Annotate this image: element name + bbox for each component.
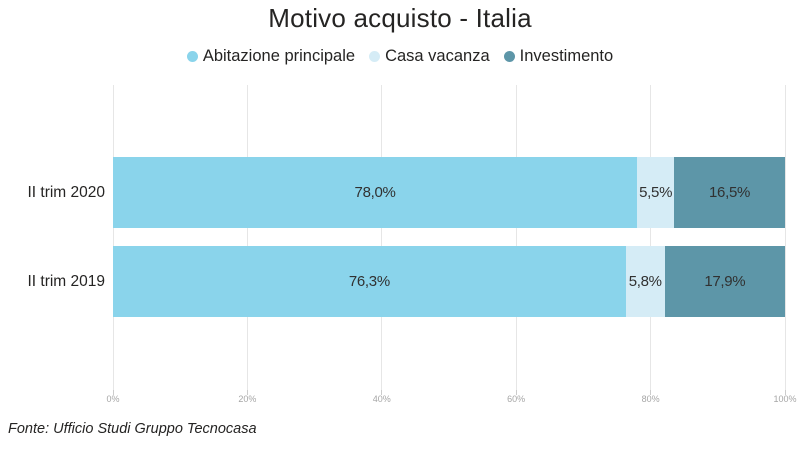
chart-legend: Abitazione principale Casa vacanza Investi… [0, 47, 800, 66]
data-label: 5,8% [628, 273, 662, 290]
bar-ii-trim-2020: 78,0% 5,5% 16,5% [113, 157, 785, 228]
data-label: 76,3% [348, 273, 390, 290]
legend-item-3[interactable]: Investimento [503, 47, 614, 66]
legend-label: Casa vacanza [385, 47, 490, 65]
source-note: Fonte: Ufficio Studi Gruppo Tecnocasa [8, 421, 257, 437]
data-label: 16,5% [709, 184, 751, 201]
bar-segment-casa-vacanza[interactable]: 5,8% [625, 246, 665, 317]
gridline-80% [650, 85, 652, 390]
plot-area: 78,0% 5,5% 16,5% 76,3% 5,8% 17,9% [112, 85, 786, 395]
legend-dot-investimento-icon [503, 51, 515, 62]
data-label: 17,9% [704, 273, 746, 290]
legend-item-1[interactable]: Abitazione principale [186, 47, 356, 66]
bar-segment-casa-vacanza[interactable]: 5,5% [637, 157, 675, 228]
x-tick-label-0%: 0% [106, 394, 120, 404]
tickmark-60% [515, 390, 517, 395]
bar-ii-trim-2019: 76,3% 5,8% 17,9% [113, 246, 785, 317]
legend-dot-abitazione-principale-icon [186, 51, 198, 62]
data-label: 5,5% [639, 184, 673, 201]
x-tick-label-60%: 60% [507, 394, 526, 404]
x-tick-label-100%: 100% [773, 394, 797, 404]
gridline-0% [112, 85, 114, 390]
x-tick-label-80%: 80% [641, 394, 660, 404]
y-axis-label-ii-trim-2019: II trim 2019 [27, 272, 105, 290]
gridline-100% [784, 85, 786, 390]
legend-label: Investimento [519, 47, 614, 65]
bar-segment-investimento[interactable]: 17,9% [664, 246, 785, 317]
data-label: 78,0% [354, 184, 396, 201]
x-tick-label-20%: 20% [238, 394, 257, 404]
chart-title: Motivo acquisto - Italia [268, 3, 532, 33]
legend-label: Abitazione principale [202, 47, 356, 65]
y-axis-label-ii-trim-2020: II trim 2020 [27, 183, 105, 201]
tickmark-100% [784, 390, 786, 395]
bar-segment-abitazione-principale[interactable]: 78,0% [113, 157, 638, 228]
gridline-40% [381, 85, 383, 390]
tickmark-40% [381, 390, 383, 395]
tickmark-20% [246, 390, 248, 395]
legend-item-2[interactable]: Casa vacanza [369, 47, 490, 66]
gridline-60% [515, 85, 517, 390]
tickmark-0% [112, 390, 114, 395]
x-tick-label-40%: 40% [372, 394, 391, 404]
legend-dot-casa-vacanza-icon [369, 51, 381, 62]
bar-segment-investimento[interactable]: 16,5% [674, 157, 785, 228]
bar-segment-abitazione-principale[interactable]: 76,3% [113, 246, 626, 317]
gridline-20% [246, 85, 248, 390]
tickmark-80% [650, 390, 652, 395]
